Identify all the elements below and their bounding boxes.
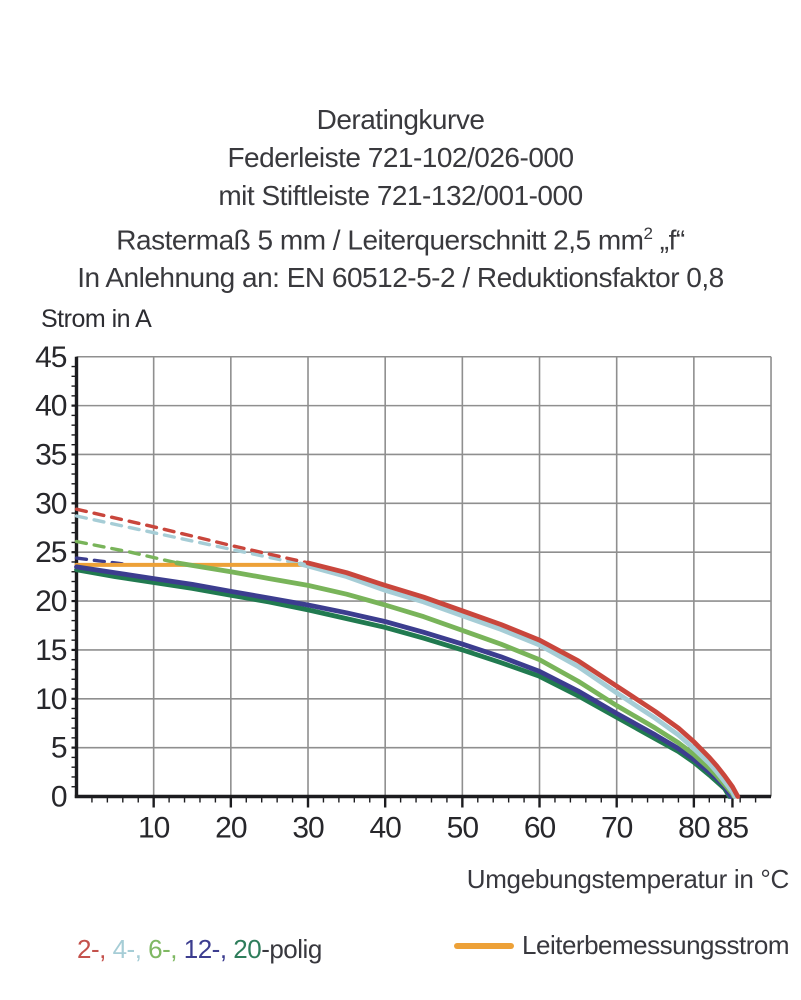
- svg-text:45: 45: [35, 341, 67, 374]
- svg-text:85: 85: [717, 812, 749, 845]
- title-line-3: mit Stiftleiste 721-132/001-000: [218, 180, 583, 211]
- grid-lines: [76, 355, 772, 797]
- y-tick-labels: 0 5 10 15 20 25 30 35 40 45: [35, 341, 68, 814]
- legend-row: 2-, 4-, 6-, 12-, 20-polig Leiterbemessun…: [0, 930, 801, 978]
- derating-chart-svg: 0 5 10 15 20 25 30 35 40 45 10 20 30 40 50 60 70 80 85: [35, 341, 772, 845]
- legend-pole-item: -polig: [261, 934, 322, 964]
- series-solid-20-polig: [74, 567, 732, 799]
- svg-text:20: 20: [35, 585, 67, 618]
- series-dashed-2-polig: [74, 507, 310, 565]
- series-solid-6-polig: [174, 560, 737, 799]
- legend-pole-item: 2-,: [77, 934, 113, 964]
- legend-pole-item: 4-,: [112, 934, 149, 964]
- title-line-2: Federleiste 721-102/026-000: [227, 142, 574, 173]
- svg-text:0: 0: [51, 781, 67, 814]
- axes: [74, 356, 772, 799]
- series-solid-2-polig: [305, 560, 741, 799]
- svg-text:50: 50: [447, 812, 479, 845]
- legend-pole-counts: 2-, 4-, 6-, 12-, 20-polig: [77, 934, 322, 965]
- series-solid-12-polig: [74, 564, 734, 799]
- chart-title-block: Deratingkurve Federleiste 721-102/026-00…: [0, 101, 801, 297]
- svg-text:40: 40: [369, 812, 401, 845]
- svg-text:60: 60: [524, 812, 556, 845]
- reference-line-label: Leiterbemessungsstrom: [522, 930, 789, 960]
- svg-text:35: 35: [35, 438, 67, 471]
- svg-text:30: 30: [35, 487, 67, 520]
- reference-line-swatch-icon: [454, 942, 515, 949]
- series-dashed-4-polig: [74, 514, 302, 566]
- svg-text:10: 10: [35, 683, 67, 716]
- svg-text:5: 5: [51, 732, 67, 765]
- svg-text:80: 80: [678, 812, 710, 845]
- x-axis-title: Umgebungstemperatur in °C: [466, 864, 790, 894]
- legend-pole-item: 20: [233, 934, 262, 964]
- y-axis-title: Strom in A: [41, 305, 152, 333]
- x-tick-labels: 10 20 30 40 50 60 70 80 85: [138, 812, 749, 845]
- svg-text:20: 20: [215, 812, 247, 845]
- svg-text:70: 70: [601, 812, 633, 845]
- legend-reference: Leiterbemessungsstrom: [454, 930, 789, 961]
- series-solid-4-polig: [297, 561, 738, 799]
- svg-text:40: 40: [35, 390, 67, 423]
- axis-ticks: [71, 365, 757, 808]
- svg-text:10: 10: [138, 812, 170, 845]
- legend-pole-item: 12-,: [183, 934, 234, 964]
- title-line-5: In Anlehnung an: EN 60512-5-2 / Reduktio…: [77, 262, 724, 294]
- svg-text:30: 30: [292, 812, 324, 845]
- legend-pole-item: 6-,: [148, 934, 184, 964]
- title-line-1: Deratingkurve: [316, 104, 485, 135]
- svg-text:15: 15: [35, 634, 67, 667]
- svg-text:25: 25: [35, 536, 67, 569]
- series-dashed-6-polig: [74, 539, 179, 565]
- title-line-4: Rastermaß 5 mm / Leiterquerschnitt 2,5 m…: [116, 224, 685, 256]
